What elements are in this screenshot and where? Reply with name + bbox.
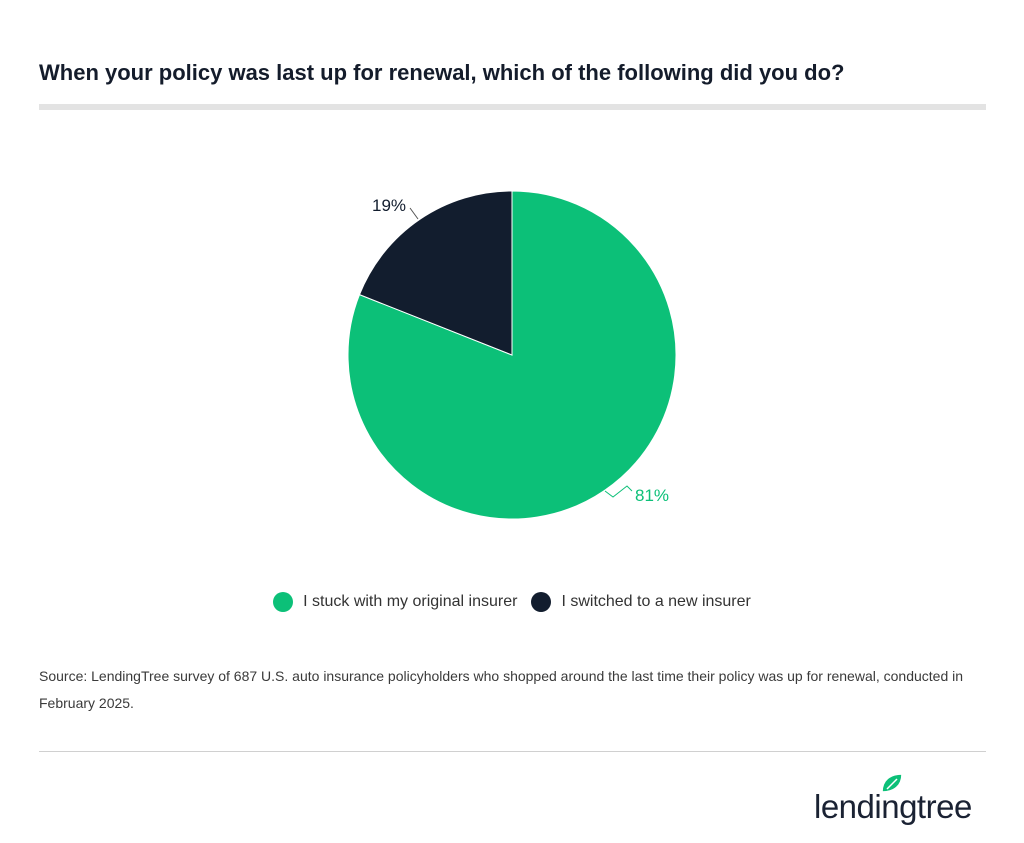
- lendingtree-logo: lendingtree: [814, 773, 972, 825]
- legend-item-switched: I switched to a new insurer: [531, 592, 751, 612]
- legend: I stuck with my original insurer I switc…: [0, 592, 1024, 612]
- footer-divider: [39, 751, 986, 752]
- legend-item-stuck: I stuck with my original insurer: [273, 592, 517, 612]
- pie-slice-stuck: [347, 190, 677, 520]
- data-label-stuck: 81%: [635, 486, 669, 505]
- legend-label-switched: I switched to a new insurer: [561, 593, 751, 610]
- title-divider: [39, 104, 986, 110]
- legend-swatch-stuck: [273, 592, 294, 612]
- chart-title: When your policy was last up for renewal…: [39, 60, 845, 85]
- legend-label-stuck: I stuck with my original insurer: [303, 593, 518, 610]
- svg-text:lendingtree: lendingtree: [814, 788, 972, 825]
- legend-swatch-switched: [531, 592, 552, 612]
- leaf-icon: [881, 773, 903, 793]
- label-leader-19: [409, 207, 419, 220]
- data-label-switched: 19%: [372, 196, 406, 215]
- pie-slice-switched: [358, 190, 513, 356]
- label-leader-81: [604, 485, 633, 498]
- source-note: Source: LendingTree survey of 687 U.S. a…: [39, 668, 964, 711]
